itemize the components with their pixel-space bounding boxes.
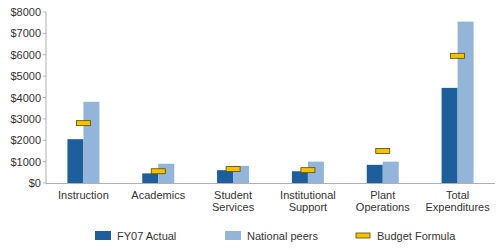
legend-swatch	[225, 231, 241, 240]
y-tick-label: $2000	[10, 134, 41, 146]
y-tick-label: $1000	[10, 156, 41, 168]
legend-swatch	[95, 231, 111, 240]
x-tick-label-line: Institutional	[280, 189, 336, 201]
x-tick-label: Academics	[131, 189, 185, 201]
bar	[442, 88, 458, 183]
y-tick-label: $3000	[10, 113, 41, 125]
bar	[458, 22, 474, 183]
x-axis	[46, 183, 495, 184]
x-tick-label-line: Expenditures	[425, 201, 490, 213]
bar	[367, 165, 383, 183]
x-tick-label: InstitutionalSupport	[280, 189, 336, 213]
y-tick-label: $4000	[10, 92, 41, 104]
x-tick-label: TotalExpenditures	[425, 189, 490, 213]
legend-swatch	[356, 233, 370, 238]
bar	[142, 173, 158, 183]
marker	[301, 168, 315, 173]
x-tick-label-line: Instruction	[58, 189, 109, 201]
x-tick-label-line: Support	[289, 201, 328, 213]
x-tick-label-line: Services	[212, 201, 255, 213]
bar	[67, 139, 83, 183]
bar	[83, 102, 99, 183]
x-tick-label-line: Academics	[131, 189, 185, 201]
legend-label: National peers	[247, 230, 318, 242]
x-tick-label-line: Student	[214, 189, 252, 201]
y-tick-label: $8000	[10, 6, 41, 18]
y-tick-label: $5000	[10, 70, 41, 82]
marks	[67, 22, 473, 183]
y-tick-label: $7000	[10, 27, 41, 39]
x-tick-label: PlantOperations	[356, 189, 410, 213]
marker	[151, 169, 165, 174]
bar	[383, 162, 399, 183]
y-tick-label: $6000	[10, 49, 41, 61]
bar	[217, 170, 233, 183]
marker	[226, 167, 240, 172]
y-tick-label: $0	[29, 177, 41, 189]
marker	[376, 148, 390, 153]
marker	[76, 121, 90, 126]
x-tick-label: StudentServices	[212, 189, 255, 213]
chart: $0 $1000 $2000 $3000 $4000 $5000 $6000 $7000 $80…	[0, 0, 500, 250]
x-tick-label: Instruction	[58, 189, 109, 201]
legend-label: Budget Formula	[377, 230, 456, 242]
x-tick-label-line: Total	[446, 189, 469, 201]
marker	[451, 53, 465, 58]
x-tick-label-line: Operations	[356, 201, 410, 213]
y-axis	[46, 12, 47, 183]
x-tick-label-line: Plant	[370, 189, 395, 201]
legend-label: FY07 Actual	[117, 230, 176, 242]
